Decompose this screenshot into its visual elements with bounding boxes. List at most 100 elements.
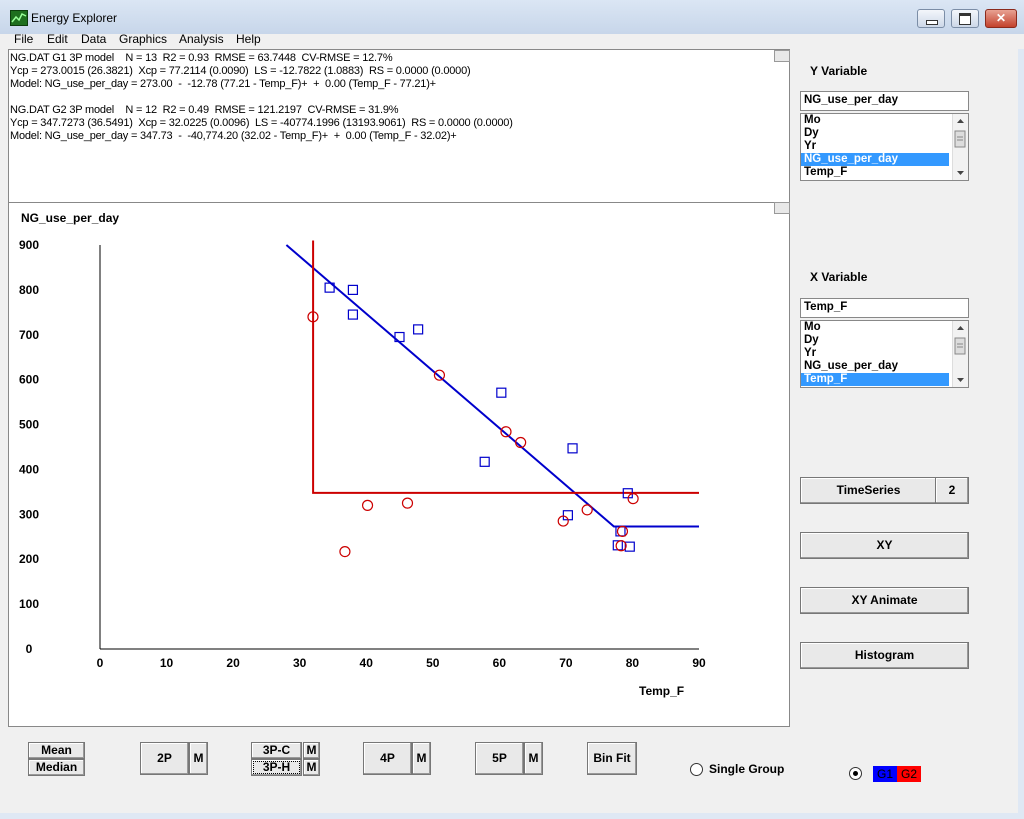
fit-3pc-button[interactable]: 3P-C [251, 742, 302, 759]
x-axis-label: Temp_F [639, 684, 684, 698]
mean-button[interactable]: Mean [28, 742, 85, 759]
g2-data-point [515, 436, 527, 449]
y-variable-label: Y Variable [810, 64, 868, 78]
median-button[interactable]: Median [28, 759, 85, 776]
x-variable-option[interactable]: Mo [804, 321, 821, 333]
histogram-button[interactable]: Histogram [800, 642, 969, 669]
x-variable-option[interactable]: NG_use_per_day [804, 360, 898, 372]
x-list-scrollbar[interactable] [952, 321, 968, 387]
x-tick-label: 80 [626, 656, 640, 670]
g1-data-point [496, 387, 507, 398]
timeseries-button[interactable]: TimeSeries [800, 477, 937, 504]
bin-fit-button[interactable]: Bin Fit [587, 742, 637, 775]
y-tick-label: 100 [19, 597, 39, 611]
xy-animate-button[interactable]: XY Animate [800, 587, 969, 614]
y-tick-label: 700 [19, 328, 39, 342]
y-variable-option[interactable]: Mo [804, 114, 821, 126]
x-tick-label: 10 [160, 656, 174, 670]
scatter-chart: NG_use_per_day Temp_F 0 10 20 30 40 50 60 70 80 9… [19, 211, 706, 698]
x-tick-label: 20 [226, 656, 240, 670]
stats-line: NG.DAT G1 3P model N = 13 R2 = 0.93 RMSE… [10, 52, 393, 64]
x-variable-option[interactable]: Yr [804, 347, 817, 359]
stats-scroll-thumb[interactable] [774, 50, 790, 62]
x-tick-label: 50 [426, 656, 440, 670]
minimize-button[interactable] [917, 9, 945, 28]
g1-legend-badge: G1 [873, 766, 897, 782]
menu-analysis[interactable]: Analysis [179, 32, 224, 46]
y-variable-option[interactable]: Temp_F [804, 166, 848, 178]
menu-help[interactable]: Help [236, 32, 261, 46]
menu-edit[interactable]: Edit [47, 32, 68, 46]
g2-data-point [307, 311, 319, 323]
two-group-radio[interactable] [849, 767, 862, 780]
g2-data-point [401, 497, 414, 509]
menu-graphics[interactable]: Graphics [119, 32, 168, 46]
fit-4p-button[interactable]: 4P [363, 742, 412, 775]
x-tick-label: 70 [559, 656, 573, 670]
fit-3ph-button[interactable]: 3P-H [251, 759, 302, 776]
fit-5p-button[interactable]: 5P [475, 742, 524, 775]
y-axis-label: NG_use_per_day [21, 211, 119, 225]
x-variable-option[interactable]: Dy [804, 334, 819, 346]
menu-file[interactable]: File [14, 32, 34, 46]
menu-bar: File Edit Data Graphics Analysis Help [0, 32, 1024, 49]
fit-3ph-m-button[interactable]: M [303, 759, 320, 776]
x-tick-label: 40 [360, 656, 374, 670]
stats-line: NG.DAT G2 3P model N = 12 R2 = 0.49 RMSE… [10, 104, 399, 116]
x-tick-label: 30 [293, 656, 307, 670]
xy-button[interactable]: XY [800, 532, 969, 559]
y-list-scrollbar[interactable] [952, 114, 968, 180]
fit-5p-m-button[interactable]: M [524, 742, 543, 775]
y-variable-list[interactable]: Mo Dy Yr NG_use_per_day Temp_F [800, 113, 969, 181]
g2-data-point [433, 369, 446, 381]
x-variable-option[interactable]: Temp_F [801, 373, 949, 386]
x-tick-label: 0 [97, 656, 104, 670]
timeseries-count[interactable]: 2 [935, 477, 969, 504]
y-variable-option[interactable]: NG_use_per_day [801, 153, 949, 166]
single-group-label: Single Group [709, 762, 785, 776]
single-group-radio[interactable] [690, 763, 703, 776]
g1-data-point [394, 331, 405, 343]
y-variable-option[interactable]: Yr [804, 140, 817, 152]
x-tick-label: 60 [493, 656, 507, 670]
g2-data-point [615, 540, 627, 552]
fit-2p-button[interactable]: 2P [140, 742, 189, 775]
fit-4p-m-button[interactable]: M [412, 742, 431, 775]
g1-data-point [567, 443, 578, 454]
close-icon: ✕ [995, 11, 1007, 25]
x-variable-field[interactable]: Temp_F [800, 298, 969, 318]
fit-3pc-m-button[interactable]: M [303, 742, 320, 759]
chart-scroll-thumb[interactable] [774, 202, 790, 214]
model-stats-panel: NG.DAT G1 3P model N = 13 R2 = 0.93 RMSE… [8, 49, 790, 203]
y-variable-field[interactable]: NG_use_per_day [800, 91, 969, 111]
g2-data-point [557, 515, 569, 527]
y-tick-label: 800 [19, 283, 39, 297]
g1-data-point [413, 324, 424, 335]
y-tick-label: 400 [19, 462, 39, 476]
x-tick-label: 90 [692, 656, 706, 670]
stats-line: Ycp = 273.0015 (26.3821) Xcp = 77.2114 (… [10, 65, 471, 77]
stats-line: Ycp = 347.7273 (36.5491) Xcp = 32.0225 (… [10, 117, 513, 129]
y-tick-label: 600 [19, 373, 39, 387]
window-title: Energy Explorer [31, 11, 118, 25]
menu-data[interactable]: Data [81, 32, 107, 46]
title-bar: Energy Explorer ✕ [0, 0, 1024, 35]
g2-data-point [339, 545, 351, 558]
g2-data-point [616, 525, 629, 537]
g2-data-point [581, 504, 593, 516]
g2-fit-line [312, 240, 699, 494]
close-button[interactable]: ✕ [985, 9, 1017, 28]
chart-panel: NG_use_per_day Temp_F 0 10 20 30 40 50 60 70 80 9… [8, 202, 790, 727]
maximize-button[interactable] [951, 9, 979, 28]
y-variable-option[interactable]: Dy [804, 127, 819, 139]
g1-data-point [347, 284, 359, 295]
g2-legend-badge: G2 [897, 766, 921, 782]
stats-line: Model: NG_use_per_day = 347.73 - -40,774… [10, 130, 457, 142]
x-variable-label: X Variable [810, 270, 868, 284]
x-variable-list[interactable]: Mo Dy Yr NG_use_per_day Temp_F [800, 320, 969, 388]
y-tick-label: 900 [19, 238, 39, 252]
stats-line: Model: NG_use_per_day = 273.00 - -12.78 … [10, 78, 436, 90]
fit-2p-m-button[interactable]: M [189, 742, 208, 775]
y-tick-label: 200 [19, 552, 39, 566]
g2-data-point [361, 499, 374, 511]
